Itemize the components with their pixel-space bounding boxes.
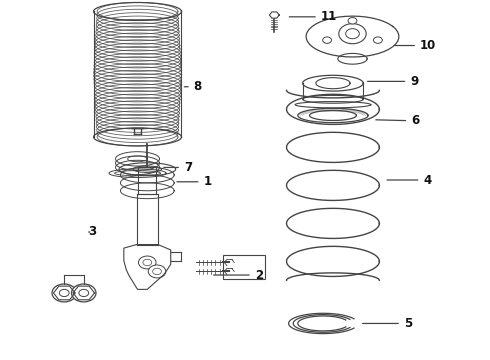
Circle shape — [348, 18, 357, 24]
Circle shape — [345, 29, 359, 39]
Text: 4: 4 — [387, 174, 432, 186]
Circle shape — [59, 289, 69, 297]
Circle shape — [79, 289, 89, 297]
Text: 7: 7 — [164, 161, 192, 174]
Text: 9: 9 — [368, 75, 418, 88]
Text: 3: 3 — [89, 225, 97, 238]
Circle shape — [373, 37, 382, 43]
Circle shape — [139, 256, 156, 269]
Circle shape — [323, 37, 332, 43]
Text: 5: 5 — [363, 317, 412, 330]
Circle shape — [153, 268, 161, 275]
Text: 6: 6 — [376, 114, 419, 127]
Circle shape — [148, 265, 166, 278]
Circle shape — [143, 259, 152, 266]
Text: 1: 1 — [177, 175, 212, 188]
Circle shape — [72, 284, 96, 302]
Circle shape — [339, 24, 366, 44]
Text: 8: 8 — [184, 80, 202, 93]
Bar — [223, 255, 265, 279]
Text: 2: 2 — [214, 269, 263, 282]
Circle shape — [52, 284, 76, 302]
Text: 10: 10 — [394, 39, 436, 52]
Text: 11: 11 — [289, 10, 337, 23]
